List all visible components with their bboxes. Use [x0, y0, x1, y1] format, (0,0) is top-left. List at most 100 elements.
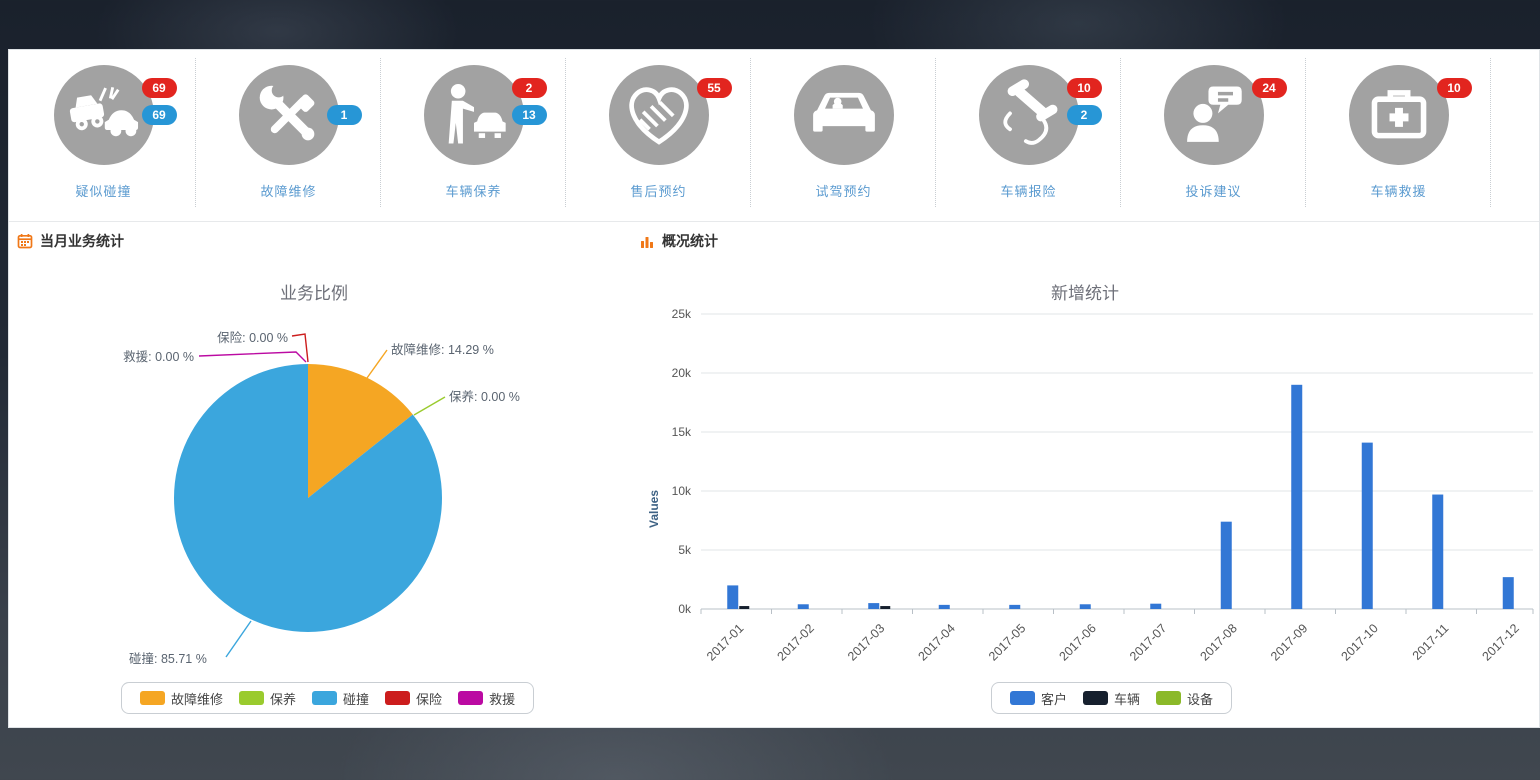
bar-chart: 0k 5k 10k 15k 20k 25k 2017-01 2017-02 2017-03 201… — [672, 307, 1534, 664]
bar-客户-2017-12[interactable] — [1502, 577, 1514, 609]
legend-swatch — [458, 691, 484, 705]
bar-客户-2017-05[interactable] — [1009, 604, 1021, 609]
legend-swatch — [140, 691, 165, 705]
quick-action-item[interactable]: 1 故障维修 — [196, 50, 381, 221]
bar-客户-2017-03[interactable] — [868, 603, 880, 609]
legend-item[interactable]: 保险 — [385, 689, 442, 708]
dashboard-panel: 69 69 疑似碰撞 1 故障维修 2 13 车辆保养 55 售后预约 试驾预约 10 2 车辆报险 24 投… — [8, 49, 1540, 728]
test-drive-icon[interactable] — [793, 65, 894, 165]
x-tick-label: 2017-12 — [1480, 621, 1522, 663]
notification-badge-red: 2 — [511, 78, 547, 98]
legend-swatch — [239, 691, 265, 705]
legend-item[interactable]: 保养 — [239, 689, 296, 708]
bar-客户-2017-06[interactable] — [1079, 604, 1091, 609]
x-tick-label: 2017-09 — [1268, 621, 1310, 663]
repair-icon[interactable] — [238, 65, 339, 165]
bar-客户-2017-01[interactable] — [727, 585, 739, 609]
legend-swatch — [385, 691, 411, 705]
quick-action-item[interactable]: 55 售后预约 — [566, 50, 751, 221]
bar-chart-title: 新增统计 — [1051, 284, 1119, 303]
monthly-business-header-label: 当月业务统计 — [40, 233, 124, 249]
legend-item[interactable]: 车辆 — [1083, 689, 1140, 708]
y-tick-label: 25k — [672, 307, 692, 321]
notification-badge-blue: 2 — [1066, 105, 1102, 125]
legend-item[interactable]: 故障维修 — [140, 689, 223, 708]
legend-item[interactable]: 设备 — [1156, 689, 1213, 708]
quick-action-label: 车辆报险 — [1000, 184, 1057, 199]
section-divider — [9, 221, 1539, 222]
legend-swatch — [1156, 691, 1182, 705]
notification-badge-red: 24 — [1251, 78, 1287, 98]
legend-swatch — [312, 691, 338, 705]
notification-badge-red: 10 — [1436, 78, 1472, 98]
pie-callout-line — [291, 333, 309, 363]
y-tick-label: 10k — [672, 484, 692, 498]
quick-action-item[interactable]: 69 69 疑似碰撞 — [11, 50, 196, 221]
bar-车辆-2017-01[interactable] — [739, 606, 750, 609]
legend-label: 保养 — [270, 691, 297, 707]
pie-callout-label: 保养: 0.00 % — [449, 389, 520, 404]
legend-label: 客户 — [1041, 691, 1068, 707]
y-tick-label: 0k — [678, 602, 692, 616]
notification-badge-red: 55 — [696, 78, 732, 98]
pie-slice-2[interactable] — [173, 364, 442, 632]
quick-action-item[interactable]: 10 2 车辆报险 — [936, 50, 1121, 221]
pie-callout-label: 碰撞: 85.71 % — [129, 651, 207, 666]
legend-label: 碰撞 — [343, 691, 370, 707]
pie-legend: 故障维修 保养 碰撞 保险 救援 — [121, 682, 535, 714]
legend-label: 保险 — [416, 691, 443, 707]
quick-action-item[interactable]: 10 车辆救援 — [1306, 50, 1491, 221]
handshake-icon[interactable] — [608, 65, 709, 165]
quick-action-label: 车辆救援 — [1370, 184, 1427, 199]
x-tick-label: 2017-10 — [1339, 621, 1381, 663]
overview-stats-header-label: 概况统计 — [662, 233, 718, 249]
collision-icon[interactable] — [53, 65, 154, 165]
bar-客户-2017-11[interactable] — [1432, 494, 1444, 609]
x-tick-label: 2017-04 — [916, 621, 958, 663]
pie-callout-label: 故障维修: 14.29 % — [391, 342, 494, 357]
notification-badge-red: 10 — [1066, 78, 1102, 98]
y-tick-label: 5k — [678, 543, 692, 557]
overview-stats-header: 概况统计 — [639, 231, 718, 251]
legend-label: 车辆 — [1114, 691, 1141, 707]
pie-chart-title: 业务比例 — [280, 284, 348, 303]
x-tick-label: 2017-05 — [986, 621, 1028, 663]
x-tick-label: 2017-02 — [775, 621, 817, 663]
rescue-icon[interactable] — [1348, 65, 1449, 165]
pie-callout-line — [225, 620, 252, 658]
legend-swatch — [1083, 691, 1109, 705]
y-tick-label: 15k — [672, 425, 692, 439]
quick-action-label: 车辆保养 — [445, 184, 502, 199]
notification-badge-red: 69 — [141, 78, 177, 98]
legend-item[interactable]: 碰撞 — [312, 689, 369, 708]
phone-icon[interactable] — [978, 65, 1079, 165]
bar-客户-2017-04[interactable] — [938, 604, 950, 609]
bar-chart-icon — [641, 237, 653, 248]
legend-label: 设备 — [1187, 691, 1214, 707]
legend-item[interactable]: 客户 — [1010, 689, 1067, 708]
x-tick-label: 2017-08 — [1198, 621, 1240, 663]
pie-slice-0[interactable] — [308, 364, 413, 498]
bar-车辆-2017-03[interactable] — [880, 606, 891, 609]
notification-badge-blue: 13 — [511, 105, 547, 125]
x-tick-label: 2017-06 — [1057, 621, 1099, 663]
x-tick-label: 2017-01 — [704, 621, 746, 663]
notification-badge-blue: 69 — [141, 105, 177, 125]
feedback-icon[interactable] — [1163, 65, 1264, 165]
bar-客户-2017-08[interactable] — [1220, 521, 1232, 609]
x-tick-label: 2017-03 — [845, 621, 887, 663]
bar-客户-2017-07[interactable] — [1150, 603, 1162, 609]
monthly-business-header: 当月业务统计 — [17, 231, 124, 251]
quick-actions-row: 69 69 疑似碰撞 1 故障维修 2 13 车辆保养 55 售后预约 试驾预约 10 2 车辆报险 24 投… — [11, 50, 1491, 221]
quick-action-item[interactable]: 2 13 车辆保养 — [381, 50, 566, 221]
quick-action-item[interactable]: 24 投诉建议 — [1121, 50, 1306, 221]
legend-item[interactable]: 救援 — [458, 689, 515, 708]
bar-客户-2017-10[interactable] — [1361, 442, 1373, 609]
quick-action-item[interactable]: 试驾预约 — [751, 50, 936, 221]
legend-label: 故障维修 — [171, 691, 224, 707]
bar-客户-2017-09[interactable] — [1291, 384, 1303, 609]
bar-客户-2017-02[interactable] — [797, 604, 809, 609]
pie-callout-line — [413, 396, 446, 416]
calendar-icon — [17, 234, 33, 249]
maintenance-icon[interactable] — [423, 65, 524, 165]
